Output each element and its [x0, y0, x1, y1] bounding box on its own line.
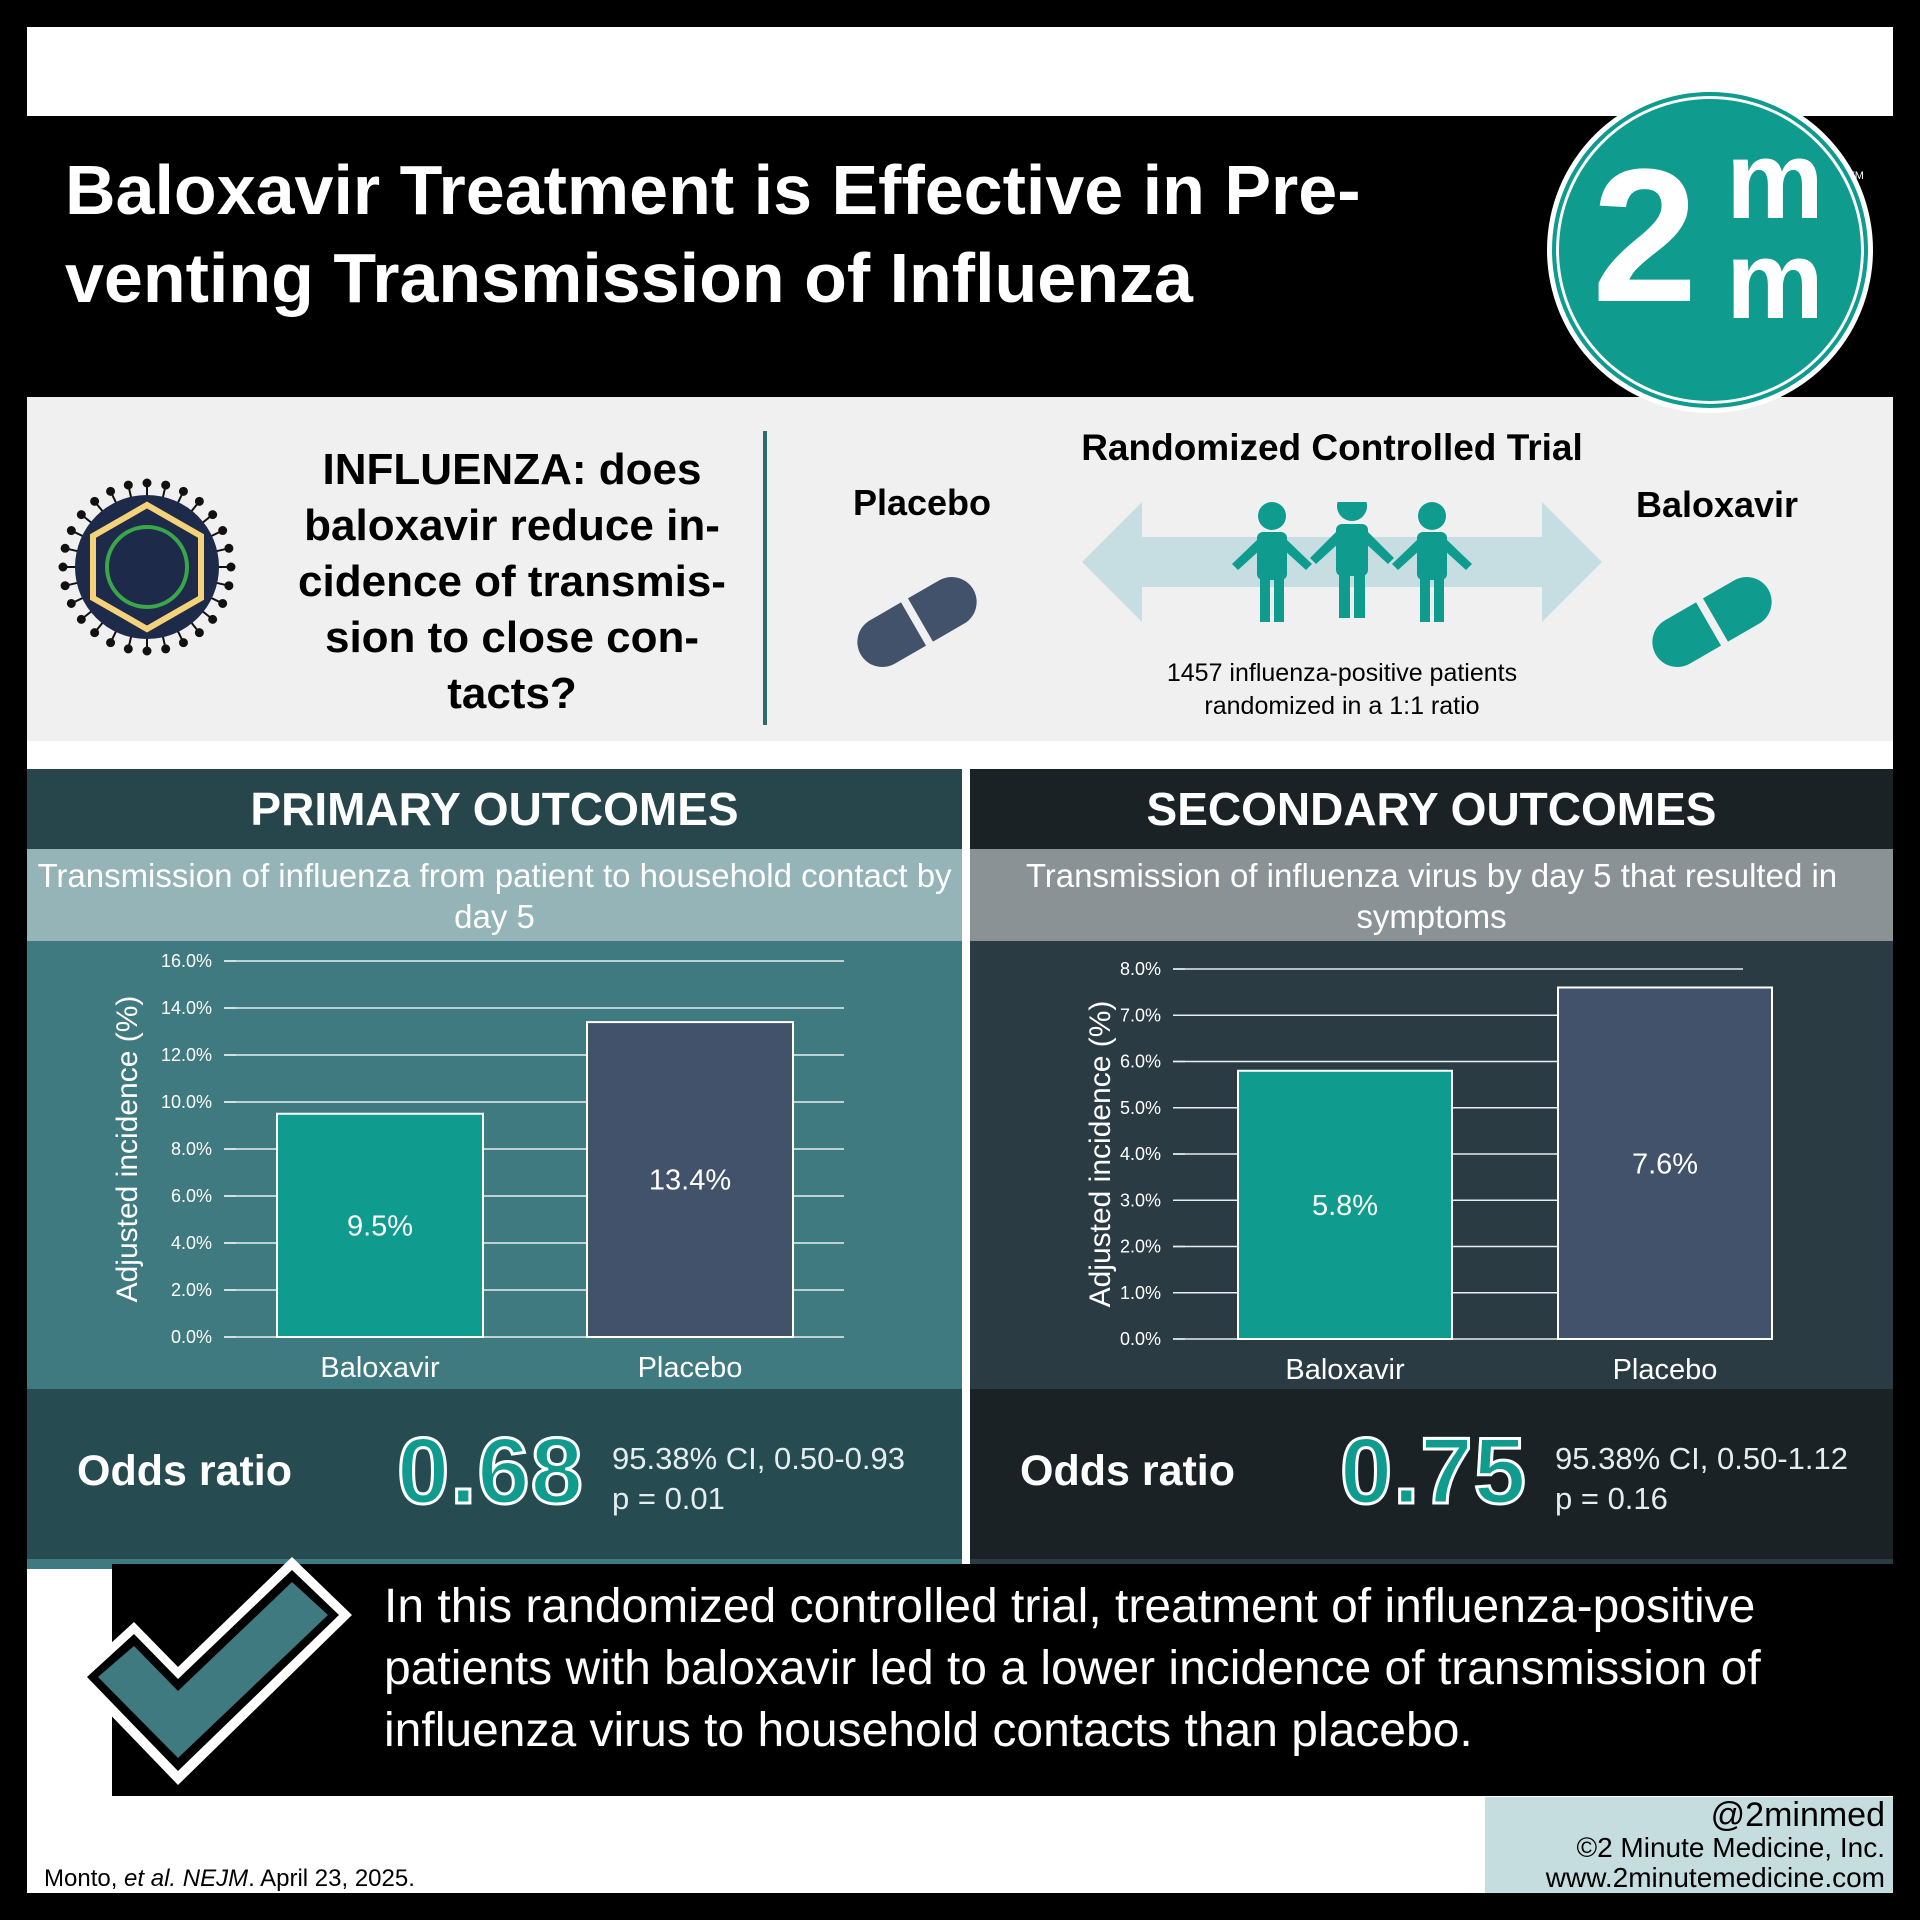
primary-outcomes-panel: PRIMARY OUTCOMES Transmission of influen… [27, 769, 962, 1569]
odds-ratio-label: Odds ratio [1020, 1447, 1236, 1495]
odds-ratio-row: Odds ratio 0.68 95.38% CI, 0.50-0.93 p =… [27, 1389, 962, 1559]
odds-ratio-value: 0.68 [396, 1417, 585, 1525]
y-tick-label: 6.0% [1120, 1052, 1161, 1072]
logo-digit: 2 [1592, 130, 1698, 342]
bar [1557, 986, 1773, 1340]
citation-date: . April 23, 2025. [248, 1865, 415, 1892]
bar-value-label: 5.8% [1312, 1190, 1378, 1222]
brand-logo: 2 m m TM [1547, 87, 1873, 413]
citation: Monto, et al. NEJM. April 23, 2025. [44, 1865, 415, 1893]
y-tick-label: 10.0% [161, 1092, 212, 1112]
confidence-interval: 95.38% CI, 0.50-1.12 [1555, 1441, 1848, 1476]
y-tick-label: 8.0% [1120, 959, 1161, 979]
copyright: ©2 Minute Medicine, Inc. [1576, 1832, 1885, 1863]
y-tick-label: 14.0% [161, 998, 212, 1018]
y-axis-label: Adjusted incidence (%) [111, 996, 144, 1303]
randomization-arrow-icon [1082, 502, 1602, 622]
bar [1237, 1069, 1453, 1340]
primary-bar-chart: 0.0% 2.0% 4.0% 6.0% 8.0% 10.0% 12.0% 14.0% 16.0%… [111, 951, 844, 1384]
y-tick-label: 4.0% [171, 1233, 212, 1253]
infographic: Baloxavir Treatment is Effective in Pre-… [27, 27, 1893, 1893]
logo-letter-bottom: m [1726, 219, 1824, 342]
odds-ratio-stats: 95.38% CI, 0.50-1.12 p = 0.16 [1555, 1439, 1848, 1519]
website-link[interactable]: www.2minutemedicine.com [1545, 1862, 1885, 1893]
baloxavir-pill-icon [1652, 577, 1772, 667]
panel-heading: SECONDARY OUTCOMES [970, 769, 1893, 849]
enrollment-line-2: randomized in a 1:1 ratio [1204, 692, 1480, 720]
y-tick-label: 8.0% [171, 1139, 212, 1159]
study-design-panel: INFLUENZA: does baloxavir reduce in-cide… [27, 397, 1893, 741]
odds-ratio-label: Odds ratio [77, 1447, 293, 1495]
citation-authors: Monto, [44, 1865, 125, 1892]
enrollment-line-1: 1457 influenza-positive patients [1166, 659, 1518, 687]
x-category-label: Baloxavir [1285, 1354, 1405, 1386]
conclusion-text: In this randomized controlled trial, tre… [384, 1580, 1761, 1757]
divider [763, 431, 767, 725]
y-tick-label: 3.0% [1120, 1190, 1161, 1210]
odds-ratio-value: 0.75 [1339, 1417, 1528, 1525]
y-tick-label: 16.0% [161, 951, 212, 971]
y-tick-label: 6.0% [171, 1186, 212, 1206]
conclusion-box: In this randomized controlled trial, tre… [112, 1564, 1893, 1796]
bar [586, 1021, 794, 1338]
bar-value-label: 9.5% [347, 1210, 413, 1242]
x-category-label: Placebo [1613, 1354, 1718, 1386]
secondary-outcomes-panel: SECONDARY OUTCOMES Transmission of influ… [970, 769, 1893, 1569]
x-category-label: Placebo [638, 1352, 743, 1384]
y-axis-label: Adjusted incidence (%) [1084, 1001, 1117, 1308]
baloxavir-arm-label: Baloxavir [1635, 484, 1799, 525]
citation-etal: et al. [124, 1865, 177, 1892]
social-handle[interactable]: @2minmed [1710, 1796, 1885, 1834]
placebo-arm-label: Placebo [852, 482, 992, 523]
bar [276, 1112, 484, 1338]
y-tick-label: 2.0% [171, 1280, 212, 1300]
y-tick-label: 2.0% [1120, 1237, 1161, 1257]
logo-circle: 2 m m TM [1552, 92, 1868, 408]
patients-icon [1232, 502, 1472, 622]
checkmark-icon [74, 1557, 352, 1785]
logo-trademark: TM [1848, 170, 1864, 182]
y-tick-label: 12.0% [161, 1045, 212, 1065]
confidence-interval: 95.38% CI, 0.50-0.93 [612, 1441, 905, 1476]
x-category-label: Baloxavir [320, 1352, 440, 1384]
y-tick-label: 4.0% [1120, 1144, 1161, 1164]
p-value: p = 0.01 [612, 1481, 725, 1516]
trial-design-title: Randomized Controlled Trial [1081, 427, 1583, 468]
secondary-bar-chart: 0.0% 1.0% 2.0% 3.0% 4.0% 5.0% 6.0% 7.0% 8.0% Adju… [1084, 959, 1773, 1386]
p-value: p = 0.16 [1555, 1481, 1668, 1516]
enrollment-summary: 1457 influenza-positive patients randomi… [1072, 657, 1612, 723]
outcome-description: Transmission of influenza from patient t… [27, 849, 962, 941]
panel-heading: PRIMARY OUTCOMES [27, 769, 962, 849]
research-question: INFLUENZA: does baloxavir reduce in-cide… [298, 445, 726, 718]
influenza-virus-icon [58, 478, 236, 656]
bar-value-label: 13.4% [649, 1165, 731, 1197]
y-tick-label: 7.0% [1120, 1005, 1161, 1025]
placebo-pill-icon [857, 577, 977, 667]
page-title: Baloxavir Treatment is Effective in Pre-… [65, 151, 1361, 317]
bar-value-label: 7.6% [1632, 1148, 1698, 1180]
y-tick-label: 0.0% [1120, 1329, 1161, 1349]
y-tick-label: 1.0% [1120, 1283, 1161, 1303]
credit-box: @2minmed ©2 Minute Medicine, Inc. www.2m… [1485, 1797, 1893, 1893]
logo-letter-top: m [1726, 119, 1824, 242]
citation-journal: NEJM [182, 1865, 249, 1892]
odds-ratio-stats: 95.38% CI, 0.50-0.93 p = 0.01 [612, 1439, 905, 1519]
y-tick-label: 0.0% [171, 1327, 212, 1347]
outcome-description: Transmission of influenza virus by day 5… [970, 849, 1893, 941]
y-tick-label: 5.0% [1120, 1098, 1161, 1118]
odds-ratio-row: Odds ratio 0.75 95.38% CI, 0.50-1.12 p =… [970, 1389, 1893, 1559]
